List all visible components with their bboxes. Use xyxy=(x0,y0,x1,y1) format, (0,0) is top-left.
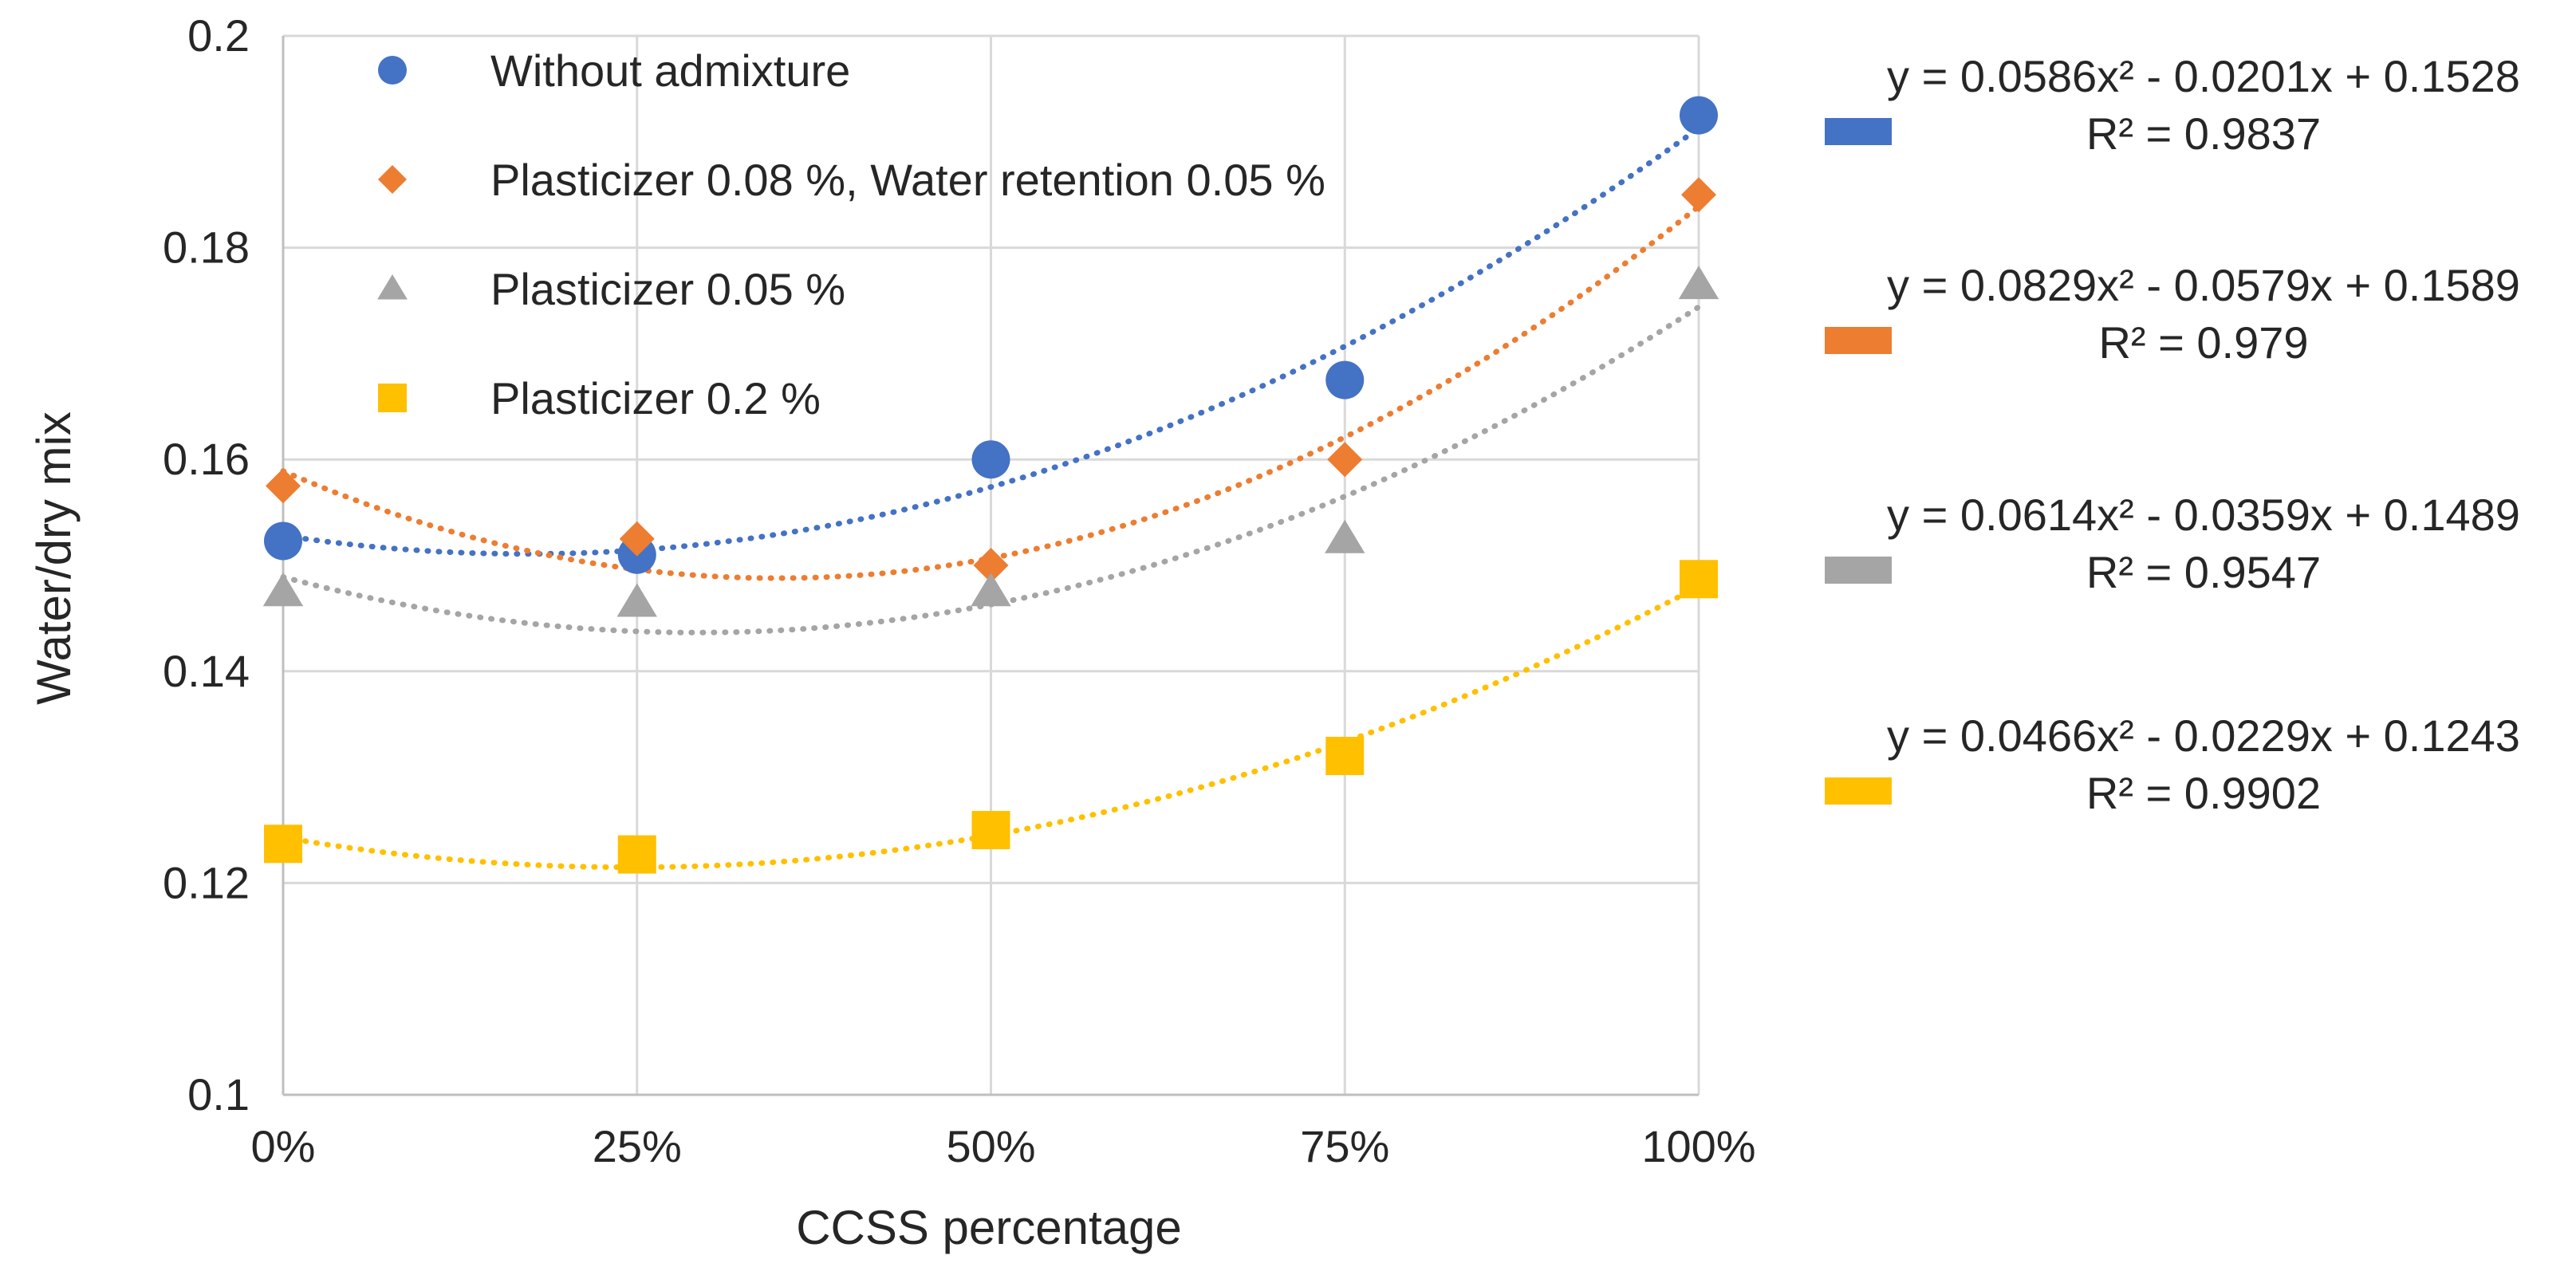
equation-swatch-2 xyxy=(1825,327,1892,354)
data-point xyxy=(1681,177,1716,213)
data-point xyxy=(266,468,301,504)
data-point xyxy=(1680,560,1718,599)
data-point xyxy=(1327,442,1363,478)
data-point xyxy=(264,521,302,561)
y-axis-title: Water/dry mix xyxy=(27,411,81,705)
y-tick-label: 0.2 xyxy=(187,10,250,61)
trendline-equations: y = 0.0586x² - 0.0201x + 0.1528 R² = 0.98… xyxy=(1825,51,2520,818)
data-point xyxy=(1325,519,1365,553)
trendline-equation-3: y = 0.0614x² - 0.0359x + 0.1489 xyxy=(1887,490,2520,540)
equation-swatch-4 xyxy=(1825,777,1892,805)
trendline-1 xyxy=(280,125,1702,557)
x-tick-label: 50% xyxy=(946,1121,1035,1171)
legend-label-2: Plasticizer 0.08 %, Water retention 0.05… xyxy=(490,155,1325,205)
legend-marker-4 xyxy=(378,384,407,412)
legend-label-1: Without admixture xyxy=(490,45,850,96)
legend-marker-3 xyxy=(377,274,408,300)
data-point xyxy=(264,824,302,864)
trendline-equation-4: y = 0.0466x² - 0.0229x + 0.1243 xyxy=(1887,710,2520,761)
data-point xyxy=(616,583,657,617)
trendline-r2-4: R² = 0.9902 xyxy=(2086,768,2321,818)
data-point xyxy=(1325,360,1365,399)
data-markers xyxy=(262,96,1719,874)
x-tick-label: 0% xyxy=(251,1121,316,1171)
trendline-4 xyxy=(280,584,1702,871)
y-tick-label: 0.1 xyxy=(187,1069,250,1120)
equation-swatch-1 xyxy=(1825,118,1892,145)
x-axis-title: CCSS percentage xyxy=(796,1201,1182,1254)
trendline-r2-2: R² = 0.979 xyxy=(2098,317,2308,368)
y-tick-label: 0.14 xyxy=(163,646,250,696)
data-point xyxy=(1680,96,1718,135)
y-tick-label: 0.16 xyxy=(163,434,250,484)
data-point xyxy=(971,573,1011,607)
data-point xyxy=(262,573,304,607)
data-point xyxy=(619,521,655,557)
legend-marker-1 xyxy=(378,56,407,85)
equation-swatch-3 xyxy=(1825,557,1892,584)
legend: Without admixture Plasticizer 0.08 %, Wat… xyxy=(377,45,1325,423)
y-tick-label: 0.18 xyxy=(163,222,250,273)
data-point xyxy=(1325,737,1365,776)
x-tick-label: 100% xyxy=(1641,1121,1755,1171)
trendline-equation-1: y = 0.0586x² - 0.0201x + 0.1528 xyxy=(1887,51,2520,101)
trendline-r2-3: R² = 0.9547 xyxy=(2086,547,2321,597)
data-point xyxy=(971,811,1010,849)
data-point xyxy=(1678,266,1719,300)
trendline-r2-1: R² = 0.9837 xyxy=(2086,108,2321,159)
x-tick-label: 25% xyxy=(593,1121,682,1171)
trendline-equation-2: y = 0.0829x² - 0.0579x + 0.1589 xyxy=(1887,260,2520,310)
x-tick-label: 75% xyxy=(1300,1121,1389,1171)
legend-label-4: Plasticizer 0.2 % xyxy=(490,373,821,423)
y-tick-label: 0.12 xyxy=(163,857,250,907)
data-point xyxy=(973,548,1009,583)
data-point xyxy=(971,440,1010,479)
data-point xyxy=(617,835,656,874)
legend-label-3: Plasticizer 0.05 % xyxy=(490,264,845,314)
legend-marker-2 xyxy=(378,165,407,194)
axes: 0.1 0.12 0.14 0.16 0.18 0.2 0% 25% 50% 75% 100% xyxy=(163,10,1756,1171)
